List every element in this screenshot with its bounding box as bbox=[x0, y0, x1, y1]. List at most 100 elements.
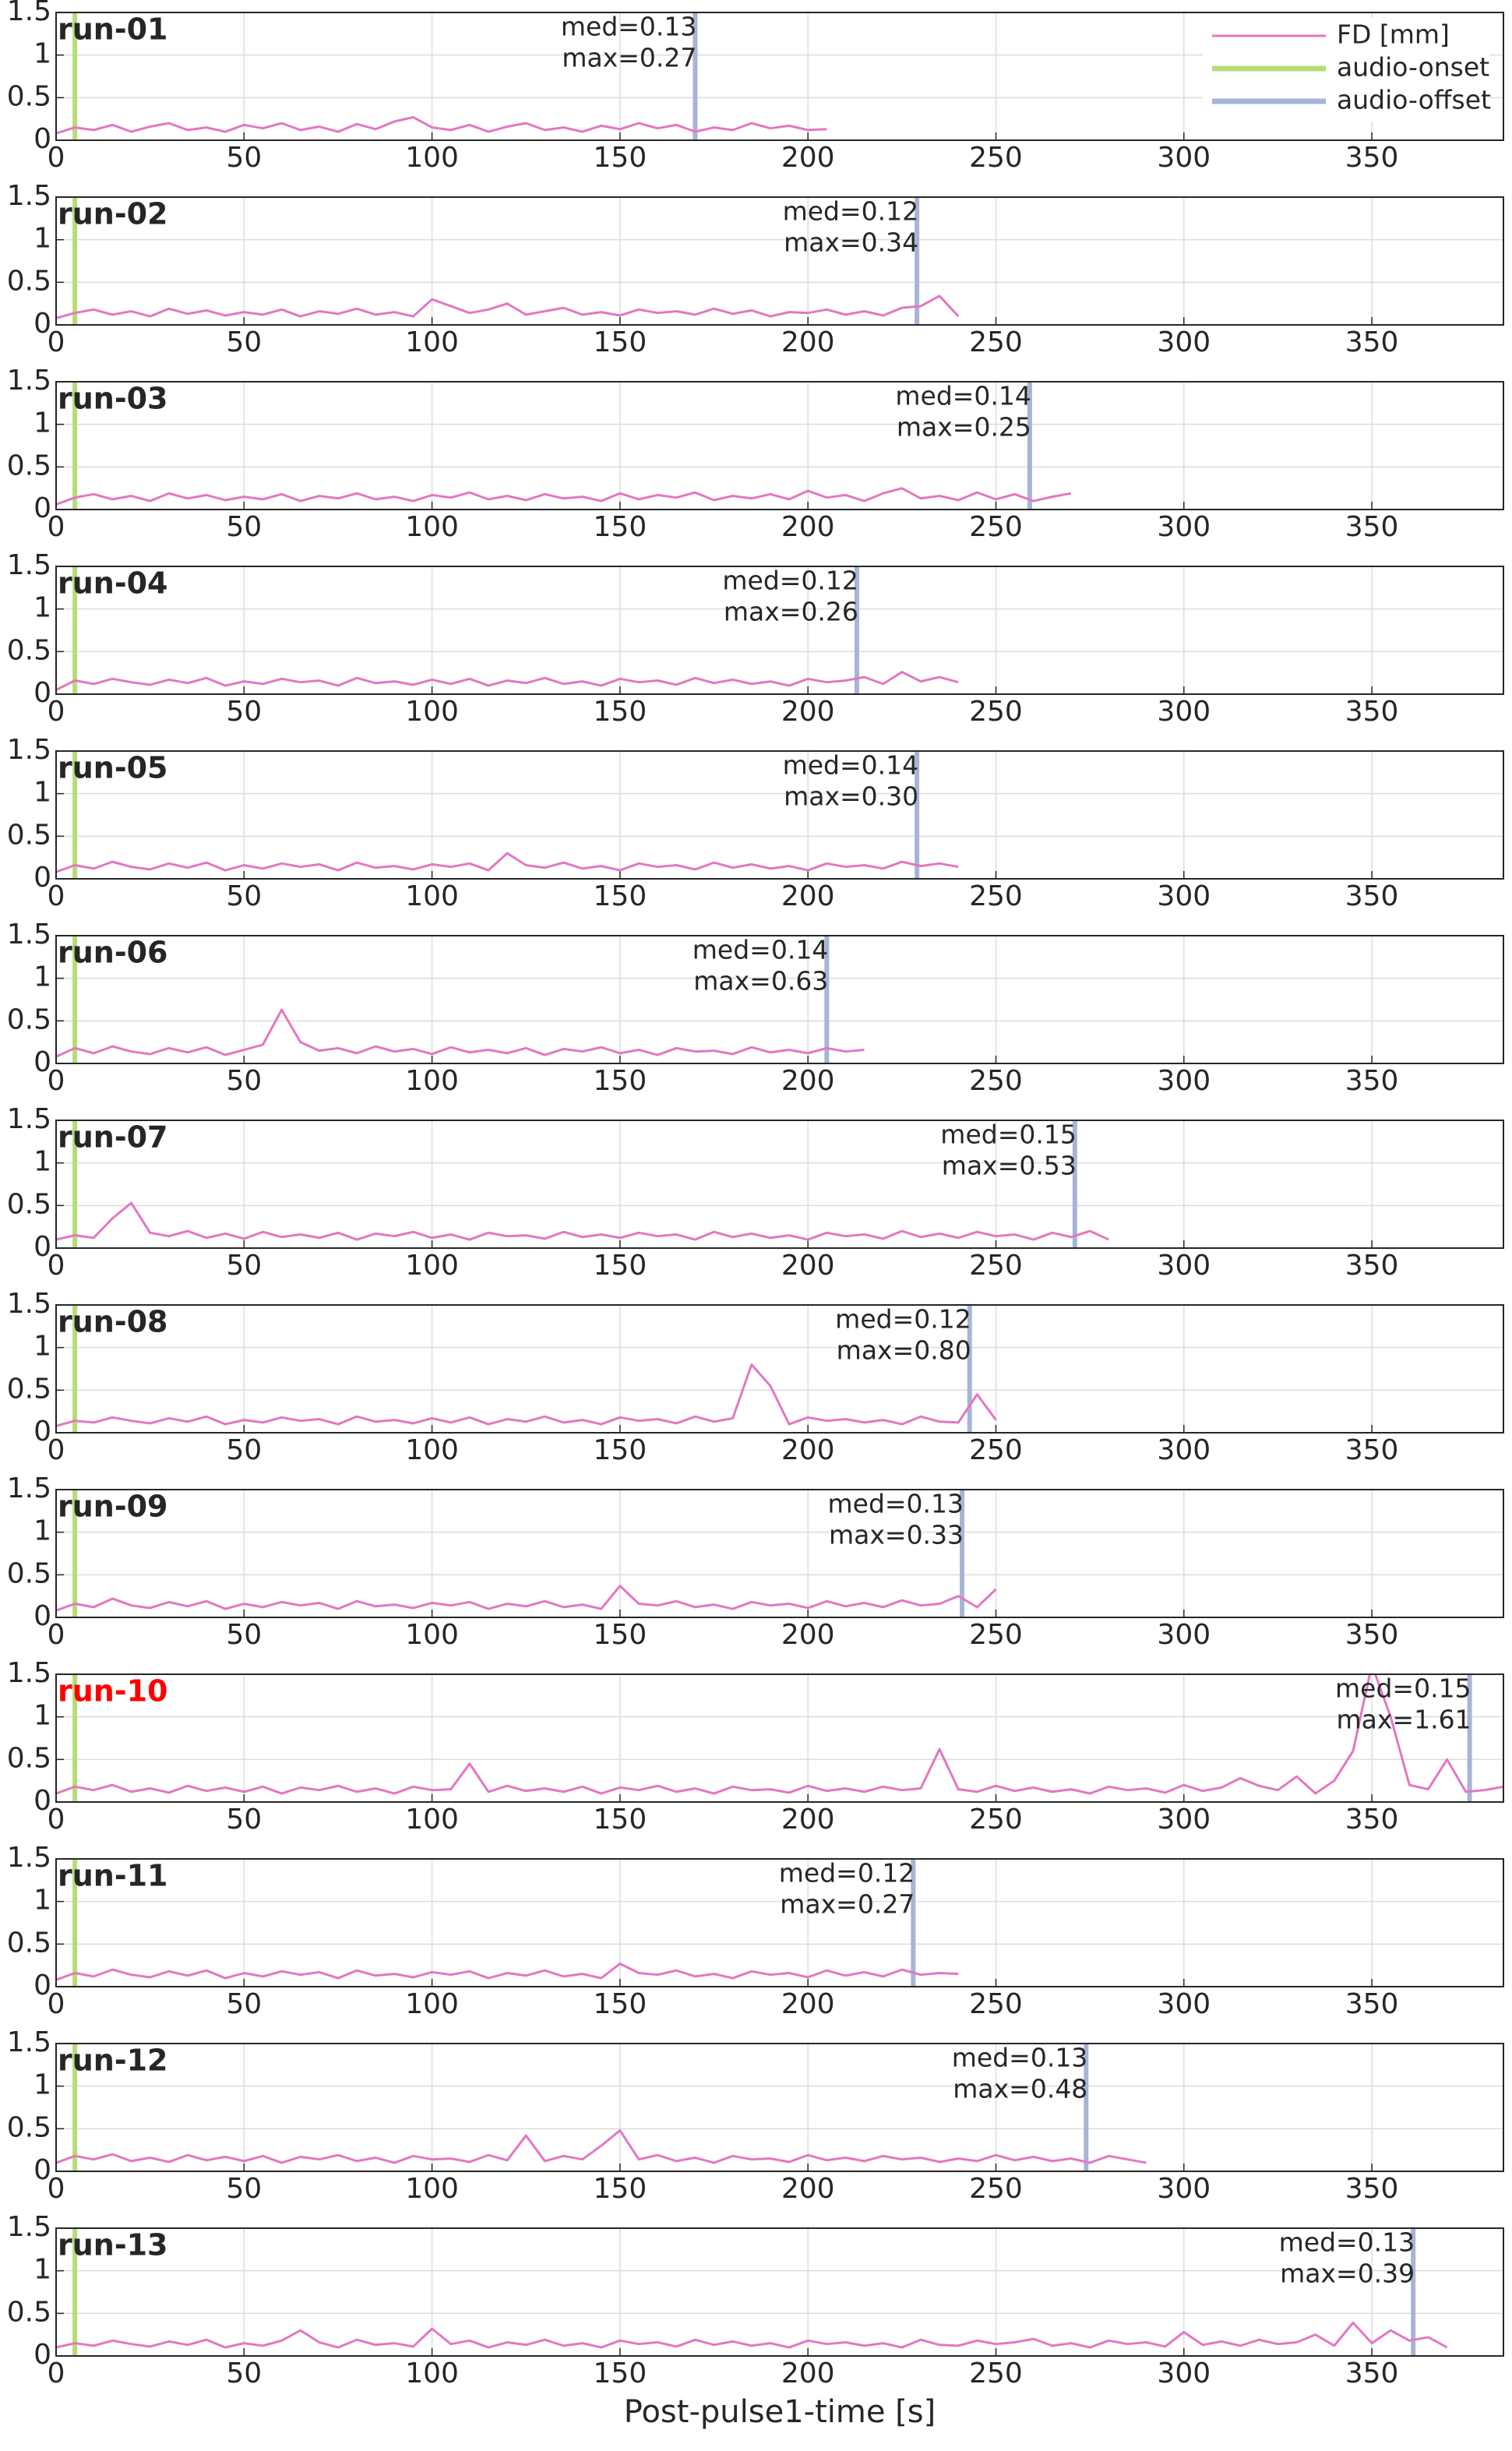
x-tick-label: 250 bbox=[969, 2358, 1023, 2389]
fd-line bbox=[56, 1363, 997, 1427]
annotation: med=0.13 bbox=[828, 1489, 964, 1519]
y-tick-label: 1.5 bbox=[7, 0, 51, 27]
x-tick-label: 250 bbox=[969, 1804, 1023, 1836]
plot-frame bbox=[55, 1304, 1504, 1434]
x-tick-label: 50 bbox=[226, 880, 262, 912]
plot-background bbox=[56, 1120, 1503, 1248]
y-tick-label: 1.5 bbox=[7, 2026, 51, 2058]
annotation: med=0.13 bbox=[561, 12, 697, 42]
x-tick-label: 250 bbox=[969, 511, 1023, 543]
x-tick-label: 300 bbox=[1157, 142, 1211, 174]
x-tick-label: 100 bbox=[405, 1619, 459, 1651]
y-tick-label: 0 bbox=[33, 862, 51, 894]
x-tick-label: 350 bbox=[1345, 696, 1399, 728]
x-tick-label: 200 bbox=[781, 696, 835, 728]
x-tick-label: 250 bbox=[969, 1250, 1023, 1282]
legend-label: audio-offset bbox=[1337, 85, 1491, 115]
x-tick-label: 50 bbox=[226, 1434, 262, 1466]
x-tick-label: 100 bbox=[405, 1988, 459, 2020]
x-tick-label: 100 bbox=[405, 696, 459, 728]
x-tick-label: 100 bbox=[405, 326, 459, 358]
x-tick-label: 150 bbox=[594, 1065, 647, 1097]
y-tick-label: 0 bbox=[33, 1416, 51, 1448]
fd-line bbox=[56, 671, 959, 691]
fd-line bbox=[56, 1585, 997, 1612]
run-title: run-06 bbox=[58, 936, 168, 970]
x-tick-label: 250 bbox=[969, 142, 1023, 174]
x-tick-label: 300 bbox=[1157, 1988, 1211, 2020]
run-title: run-08 bbox=[58, 1305, 168, 1339]
plot-frame bbox=[55, 935, 1504, 1064]
plot-background bbox=[56, 936, 1503, 1063]
y-tick-label: 1 bbox=[33, 1515, 51, 1547]
annotation: med=0.14 bbox=[783, 750, 919, 781]
y-tick-label: 0 bbox=[33, 2154, 51, 2186]
x-tick-label: 100 bbox=[405, 1434, 459, 1466]
x-tick-label: 200 bbox=[781, 142, 835, 174]
plot-background bbox=[56, 382, 1503, 510]
x-tick-label: 350 bbox=[1345, 1619, 1399, 1651]
run-title: run-09 bbox=[58, 1490, 168, 1524]
annotation: med=0.12 bbox=[835, 1304, 971, 1335]
fd-line bbox=[56, 1674, 1503, 1795]
y-tick-label: 1 bbox=[33, 777, 51, 809]
x-tick-label: 100 bbox=[405, 1065, 459, 1097]
x-tick-label: 350 bbox=[1345, 1434, 1399, 1466]
x-tick-label: 250 bbox=[969, 1619, 1023, 1651]
y-tick-label: 0.5 bbox=[7, 1003, 51, 1035]
fd-line bbox=[56, 852, 959, 873]
y-tick-label: 1.5 bbox=[7, 919, 51, 950]
y-tick-label: 0 bbox=[33, 1046, 51, 1078]
x-tick-label: 200 bbox=[781, 2358, 835, 2389]
x-tick-label: 100 bbox=[405, 1250, 459, 1282]
run-title: run-02 bbox=[58, 197, 168, 231]
y-tick-label: 0 bbox=[33, 2339, 51, 2371]
fd-line bbox=[56, 2321, 1448, 2349]
y-tick-label: 0.5 bbox=[7, 2111, 51, 2143]
annotation: max=0.30 bbox=[784, 781, 918, 812]
x-tick-label: 200 bbox=[781, 1619, 835, 1651]
plot-frame bbox=[55, 12, 1504, 141]
annotation: med=0.13 bbox=[1279, 2227, 1415, 2258]
x-tick-label: 0 bbox=[48, 1619, 65, 1651]
plot-background bbox=[56, 197, 1503, 325]
x-tick-label: 200 bbox=[781, 326, 835, 358]
y-tick-label: 0.5 bbox=[7, 2296, 51, 2328]
x-tick-label: 50 bbox=[226, 142, 262, 174]
x-tick-label: 350 bbox=[1345, 2173, 1399, 2205]
y-tick-label: 1.5 bbox=[7, 365, 51, 397]
x-tick-label: 300 bbox=[1157, 1804, 1211, 1836]
y-tick-label: 1.5 bbox=[7, 1288, 51, 1320]
x-tick-label: 100 bbox=[405, 511, 459, 543]
y-tick-label: 1 bbox=[33, 961, 51, 993]
y-tick-label: 1.5 bbox=[7, 1472, 51, 1504]
y-tick-label: 0 bbox=[33, 123, 51, 155]
plot-frame bbox=[55, 750, 1504, 880]
fd-line bbox=[56, 487, 1072, 506]
x-tick-label: 200 bbox=[781, 1988, 835, 2020]
y-tick-label: 0.5 bbox=[7, 1373, 51, 1405]
x-tick-label: 0 bbox=[48, 1988, 65, 2020]
run-title: run-12 bbox=[58, 2044, 168, 2078]
legend-label: audio-onset bbox=[1337, 52, 1489, 83]
x-tick-label: 250 bbox=[969, 1434, 1023, 1466]
annotation: med=0.12 bbox=[722, 566, 858, 596]
x-tick-label: 350 bbox=[1345, 2358, 1399, 2389]
annotation: max=0.48 bbox=[953, 2074, 1087, 2104]
fd-line bbox=[56, 2129, 1147, 2164]
annotation: max=0.33 bbox=[829, 1520, 964, 1550]
fd-line bbox=[56, 115, 827, 135]
x-tick-label: 50 bbox=[226, 2173, 262, 2205]
run-title: run-04 bbox=[58, 566, 168, 601]
x-tick-label: 150 bbox=[594, 1804, 647, 1836]
subplot: 0 50 100 150 200 250 300 350 0 0.5 1 1.5 run-01 med=0… bbox=[7, 0, 1504, 174]
plot-background bbox=[56, 1305, 1503, 1433]
x-tick-label: 50 bbox=[226, 1250, 262, 1282]
run-title: run-05 bbox=[58, 751, 168, 785]
x-tick-label: 0 bbox=[48, 2173, 65, 2205]
